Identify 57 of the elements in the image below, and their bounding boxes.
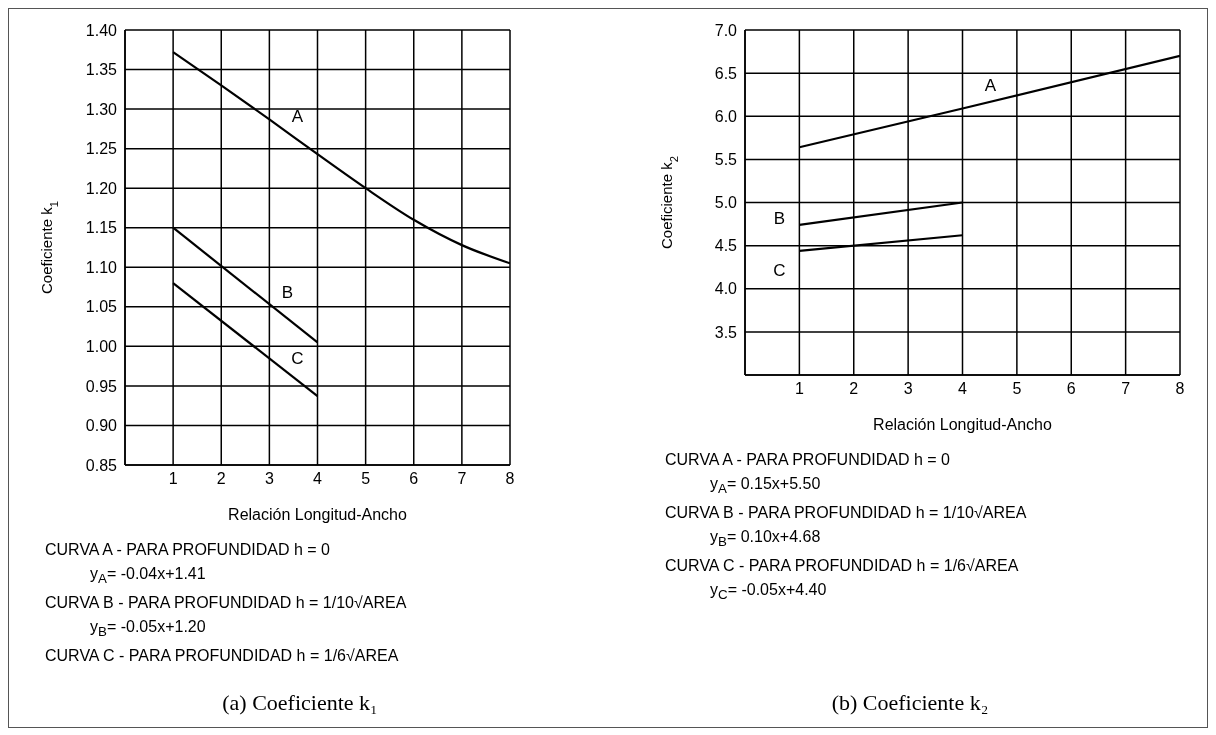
- x-axis-title: Relación Longitud-Ancho: [873, 416, 1052, 433]
- text: CURVA A - PARA PROFUNDIDAD h = 0: [665, 450, 951, 470]
- x-tick-label: 6: [1066, 380, 1076, 398]
- y-tick-label: 6.0: [714, 107, 738, 125]
- x-tick-label: 2: [216, 470, 226, 488]
- y-tick-label: 5.5: [714, 151, 738, 169]
- text: y$_{C}$= -0.05x+4.40: [709, 580, 828, 605]
- y-tick-label: 0.85: [85, 456, 118, 474]
- text: CURVA B - PARA PROFUNDIDAD h = 1/10√AREA: [665, 503, 1027, 524]
- text: y$_{B}$= 0.10x+4.68: [709, 527, 822, 552]
- x-tick-label: 2: [849, 380, 859, 398]
- series-label: B: [281, 282, 294, 302]
- x-tick-label: 1: [794, 380, 804, 398]
- y-tick-label: 1.15: [85, 219, 118, 237]
- y-tick-label: 0.90: [85, 417, 118, 435]
- y-tick-label: 1.00: [85, 338, 118, 356]
- y-tick-label: 3.5: [714, 323, 738, 341]
- series-label: C: [773, 261, 786, 281]
- y-tick-label: 0.95: [85, 377, 118, 395]
- y-tick-label: 1.05: [85, 298, 118, 316]
- y-tick-label: 7.0: [714, 21, 738, 39]
- x-tick-label: 7: [1121, 380, 1131, 398]
- y-tick-label: 1.20: [85, 179, 118, 197]
- text: y$_{A}$= 0.15x+5.50: [709, 474, 822, 499]
- x-tick-label: 1: [168, 470, 178, 488]
- y-tick-label: 1.10: [85, 258, 118, 276]
- x-tick-label: 7: [457, 470, 467, 488]
- y-tick-label: 1.30: [85, 100, 118, 118]
- text: CURVA C - PARA PROFUNDIDAD h = 1/6√AREA: [45, 646, 400, 667]
- x-tick-label: 6: [409, 470, 419, 488]
- y-tick-label: 4.0: [714, 280, 738, 298]
- text: CURVA A - PARA PROFUNDIDAD h = 0: [45, 540, 331, 560]
- x-tick-label: 4: [313, 470, 323, 488]
- y-tick-label: 1.25: [85, 140, 118, 158]
- y-tick-label: 1.40: [85, 21, 118, 39]
- text: (b) Coeficiente k₂: [830, 690, 990, 716]
- y-tick-label: 1.35: [85, 61, 118, 79]
- series-label: A: [984, 75, 997, 95]
- series-label: A: [291, 106, 304, 126]
- text: y$_{B}$= -0.05x+1.20: [89, 617, 207, 642]
- y-tick-label: 6.5: [714, 64, 738, 82]
- series-label: B: [773, 209, 786, 229]
- x-tick-label: 3: [903, 380, 913, 398]
- y-tick-label: 4.5: [714, 237, 738, 255]
- x-axis-title: Relación Longitud-Ancho: [228, 506, 407, 523]
- text: CURVA C - PARA PROFUNDIDAD h = 1/6√AREA: [665, 556, 1020, 577]
- series-label: C: [291, 348, 304, 368]
- x-tick-label: 3: [264, 470, 274, 488]
- text: (a) Coeficiente k₁: [221, 690, 379, 716]
- x-tick-label: 8: [505, 470, 515, 488]
- x-tick-label: 5: [361, 470, 371, 488]
- x-tick-label: 5: [1012, 380, 1022, 398]
- text: CURVA B - PARA PROFUNDIDAD h = 1/10√AREA: [45, 593, 407, 614]
- text: y$_{A}$= -0.04x+1.41: [89, 564, 207, 589]
- y-tick-label: 5.0: [714, 194, 738, 212]
- x-tick-label: 8: [1175, 380, 1185, 398]
- x-tick-label: 4: [958, 380, 968, 398]
